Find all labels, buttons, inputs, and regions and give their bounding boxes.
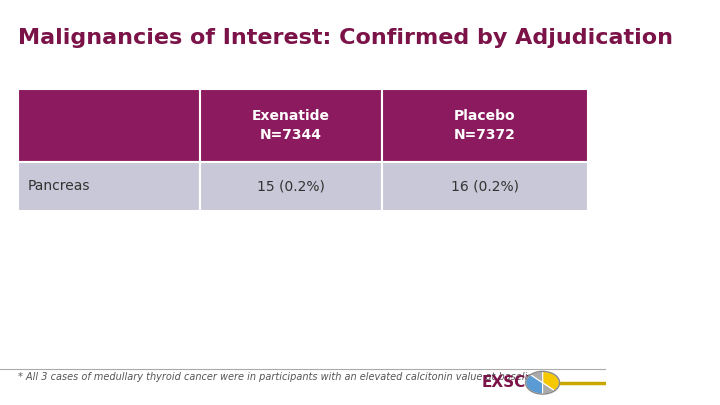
Text: 15 (0.2%): 15 (0.2%)	[257, 179, 325, 193]
Text: Malignancies of Interest: Confirmed by Adjudication: Malignancies of Interest: Confirmed by A…	[18, 28, 673, 48]
Text: Placebo
N=7372: Placebo N=7372	[454, 109, 516, 142]
Wedge shape	[526, 375, 543, 394]
FancyBboxPatch shape	[382, 162, 588, 211]
Text: Exenatide
N=7344: Exenatide N=7344	[252, 109, 330, 142]
Text: EXSCEL: EXSCEL	[482, 375, 546, 390]
FancyBboxPatch shape	[200, 89, 382, 162]
FancyBboxPatch shape	[18, 89, 200, 162]
FancyBboxPatch shape	[200, 162, 382, 211]
Text: * All 3 cases of medullary thyroid cancer were in participants with an elevated : * All 3 cases of medullary thyroid cance…	[18, 372, 540, 382]
Text: 16 (0.2%): 16 (0.2%)	[451, 179, 519, 193]
Wedge shape	[543, 383, 554, 394]
Text: Pancreas: Pancreas	[27, 179, 90, 193]
Wedge shape	[531, 371, 543, 383]
FancyBboxPatch shape	[382, 89, 588, 162]
Wedge shape	[543, 371, 559, 391]
FancyBboxPatch shape	[18, 162, 200, 211]
